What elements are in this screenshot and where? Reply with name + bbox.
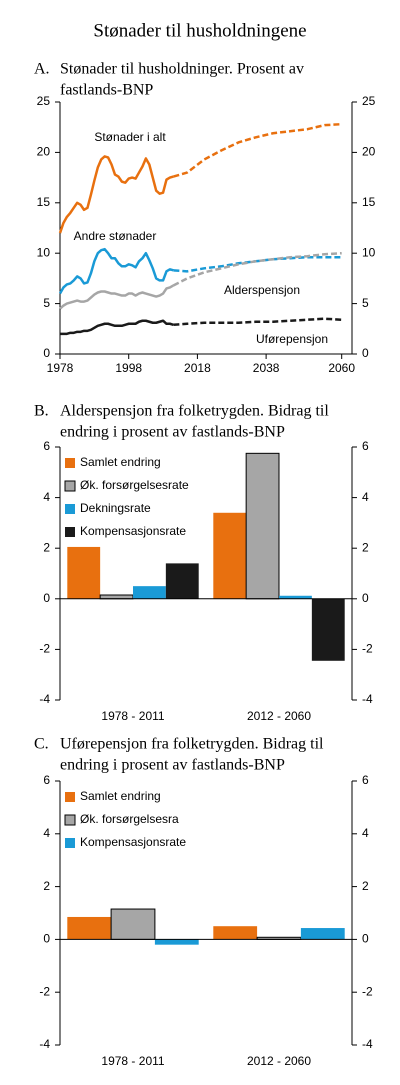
y-tick-label: 20 (37, 145, 51, 159)
y2-tick-label: 5 (362, 296, 369, 310)
y2-tick-label: 0 (362, 591, 369, 605)
bar (213, 512, 247, 599)
legend-label: Samlet endring (80, 455, 161, 469)
series-label: Alderspensjon (224, 283, 300, 297)
y-tick-label: -4 (39, 1037, 50, 1051)
y-tick-label: -2 (39, 642, 50, 656)
y-tick-label: 4 (43, 826, 50, 840)
panel-title: endring i prosent av fastlands-BNP (60, 757, 285, 774)
y2-tick-label: 15 (362, 195, 376, 209)
figure-title: Stønader til husholdningene (93, 20, 306, 41)
legend-swatch (65, 458, 75, 468)
line (173, 255, 342, 273)
y-tick-label: 5 (43, 296, 50, 310)
bar (213, 926, 258, 940)
x-tick-label: 1978 - 2011 (101, 709, 164, 723)
y-tick-label: 10 (37, 245, 51, 259)
panel-title: fastlands-BNP (60, 82, 153, 99)
line (59, 284, 174, 310)
y2-tick-label: 0 (362, 932, 369, 946)
legend-label: Kompensasjonsrate (80, 524, 186, 538)
bar (311, 598, 345, 661)
y2-tick-label: 0 (362, 346, 369, 360)
y-tick-label: 2 (43, 879, 50, 893)
legend-swatch (64, 480, 76, 492)
y2-tick-label: 10 (362, 245, 376, 259)
line (173, 122, 342, 178)
y2-tick-label: 6 (362, 773, 369, 787)
y-tick-label: 0 (43, 932, 50, 946)
bar (300, 928, 345, 940)
line (172, 251, 342, 287)
x-tick-label: 2012 - 2060 (247, 1054, 311, 1068)
bar (154, 939, 199, 945)
y-tick-label: 4 (43, 490, 50, 504)
y2-tick-label: 2 (362, 879, 369, 893)
x-tick-label: 2012 - 2060 (247, 709, 311, 723)
line (58, 155, 174, 234)
legend-label: Øk. forsørgelsesra (80, 812, 179, 826)
y2-tick-label: -4 (362, 1037, 373, 1051)
y-tick-label: 6 (43, 773, 50, 787)
x-tick-label: 1978 - 2011 (101, 1054, 164, 1068)
legend-label: Øk. forsørgelsesrate (80, 478, 189, 492)
legend-swatch (65, 527, 75, 537)
y2-tick-label: -2 (362, 642, 373, 656)
legend-swatch (64, 814, 76, 826)
panel-title: Alderspensjon fra folketrygden. Bidrag t… (60, 403, 329, 420)
y2-tick-label: -2 (362, 984, 373, 998)
y-tick-label: -4 (39, 692, 50, 706)
panel-label: C. (34, 736, 49, 753)
x-tick-label: 2018 (184, 361, 211, 375)
legend-label: Kompensasjonsrate (80, 835, 186, 849)
legend-label: Dekningsrate (80, 501, 151, 515)
series-label: Andre stønader (74, 229, 157, 243)
panel-title: Uførepensjon fra folketrygden. Bidrag ti… (60, 736, 324, 753)
bar (99, 594, 134, 600)
bar (165, 563, 199, 599)
x-tick-label: 2038 (253, 361, 280, 375)
y2-tick-label: 20 (362, 145, 376, 159)
panel-title: Stønader til husholdninger. Prosent av (60, 61, 304, 78)
y2-tick-label: 2 (362, 540, 369, 554)
bar (245, 452, 280, 600)
y2-tick-label: 4 (362, 490, 369, 504)
bar (67, 916, 112, 940)
y-tick-label: 15 (37, 195, 51, 209)
legend-swatch (65, 792, 75, 802)
y2-tick-label: -4 (362, 692, 373, 706)
y-tick-label: 25 (37, 94, 51, 108)
legend-label: Samlet endring (80, 789, 161, 803)
series-label: Stønader i alt (94, 130, 166, 144)
y-tick-label: 2 (43, 540, 50, 554)
y-tick-label: -2 (39, 984, 50, 998)
series-label: Uførepensjon (256, 332, 328, 346)
panel-label: A. (34, 61, 50, 78)
y2-tick-label: 25 (362, 94, 376, 108)
bar (133, 586, 166, 599)
panel-label: B. (34, 403, 49, 420)
y2-tick-label: 4 (362, 826, 369, 840)
y2-tick-label: 6 (362, 439, 369, 453)
bar (110, 908, 156, 940)
bar (279, 595, 312, 599)
y-tick-label: 0 (43, 346, 50, 360)
y-tick-label: 0 (43, 591, 50, 605)
bar (67, 546, 101, 599)
x-tick-label: 2060 (328, 361, 355, 375)
line (60, 319, 174, 336)
y-tick-label: 6 (43, 439, 50, 453)
line (173, 317, 342, 327)
legend-swatch (65, 838, 75, 848)
x-tick-label: 1978 (47, 361, 74, 375)
panel-title: endring i prosent av fastlands-BNP (60, 424, 285, 441)
x-tick-label: 1998 (115, 361, 142, 375)
legend-swatch (65, 504, 75, 514)
line (58, 247, 174, 295)
